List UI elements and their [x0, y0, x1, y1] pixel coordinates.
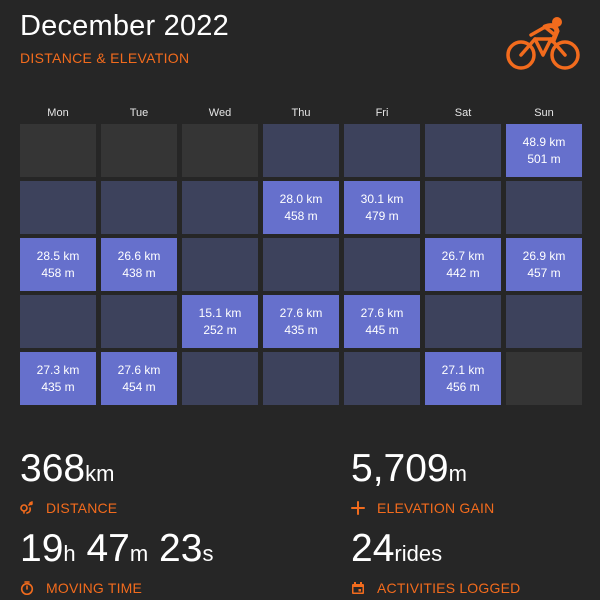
calendar-day-ride: 27.3 km 435 m — [20, 352, 96, 405]
activities-value: 24 — [351, 527, 395, 570]
calendar-grid: 48.9 km 501 m 28.0 km 458 m 30.1 km 479 m 28.5… — [20, 124, 582, 406]
page-title: December 2022 — [20, 10, 229, 42]
elevation-unit: m — [448, 461, 467, 486]
activities-label: ACTIVITIES LOGGED — [377, 580, 521, 596]
calendar-day — [344, 352, 420, 405]
moving-time-stat: 19h 47m 23s MOVING TIME — [20, 527, 214, 597]
calendar-day — [506, 295, 582, 348]
ride-distance: 27.6 km — [279, 305, 323, 320]
calendar-day-ride: 27.6 km 435 m — [263, 295, 339, 348]
activities-stat: 24rides ACTIVITIES LOGGED — [351, 527, 521, 597]
seconds-unit: s — [202, 541, 214, 566]
calendar-day-ride: 48.9 km 501 m — [506, 124, 582, 177]
ride-elevation: 456 m — [446, 379, 480, 394]
calendar-day-ride: 27.1 km 456 m — [425, 352, 501, 405]
calendar-day — [344, 124, 420, 177]
ride-elevation: 438 m — [122, 265, 156, 280]
calendar-day — [263, 124, 339, 177]
elevation-label: ELEVATION GAIN — [377, 500, 495, 516]
ride-elevation: 458 m — [41, 265, 75, 280]
calendar-day — [20, 181, 96, 234]
ride-distance: 26.6 km — [117, 248, 161, 263]
distance-label: DISTANCE — [46, 500, 118, 516]
cyclist-icon — [506, 17, 580, 70]
moving-time-seconds: 23 — [159, 527, 203, 570]
elevation-stat: 5,709m ELEVATION GAIN — [351, 449, 494, 516]
calendar-day — [425, 295, 501, 348]
calendar-day — [182, 238, 258, 291]
calendar-day-ride: 30.1 km 479 m — [344, 181, 420, 234]
calendar-day — [182, 352, 258, 405]
calendar-day-ride: 15.1 km 252 m — [182, 295, 258, 348]
distance-unit: km — [85, 461, 115, 486]
moving-time-hours: 19 — [20, 527, 64, 570]
calendar-day-ride: 28.0 km 458 m — [263, 181, 339, 234]
ride-elevation: 435 m — [41, 379, 75, 394]
ride-elevation: 445 m — [365, 322, 399, 337]
ride-distance: 30.1 km — [360, 191, 404, 206]
calendar-day — [344, 238, 420, 291]
calendar-icon — [352, 582, 364, 594]
stopwatch-icon — [20, 581, 34, 595]
ride-elevation: 252 m — [203, 322, 237, 337]
calendar-day — [182, 124, 258, 177]
weekday-label: Sat — [454, 107, 472, 119]
ride-elevation: 454 m — [122, 379, 156, 394]
distance-stat: 368km DISTANCE — [20, 447, 118, 517]
weekday-label: Thu — [291, 107, 311, 119]
ride-distance: 27.1 km — [441, 362, 485, 377]
ride-distance: 27.3 km — [36, 362, 80, 377]
weekday-label: Fri — [375, 107, 389, 119]
calendar-day — [20, 295, 96, 348]
ride-elevation: 435 m — [284, 322, 318, 337]
ride-distance: 26.9 km — [522, 248, 566, 263]
distance-value: 368 — [20, 447, 86, 490]
weekday-header-row: Mon Tue Wed Thu Fri Sat Sun — [20, 107, 580, 121]
calendar-day — [101, 295, 177, 348]
weekday-label: Wed — [208, 107, 232, 119]
calendar-day-ride: 26.7 km 442 m — [425, 238, 501, 291]
ride-distance: 27.6 km — [117, 362, 161, 377]
minutes-unit: m — [129, 541, 149, 566]
weekday-label: Tue — [129, 107, 149, 119]
calendar-day — [182, 181, 258, 234]
calendar-day — [425, 181, 501, 234]
ride-distance: 27.6 km — [360, 305, 404, 320]
plus-icon — [351, 501, 365, 515]
route-pin-icon — [20, 501, 33, 514]
activities-unit: rides — [394, 541, 443, 566]
calendar-day — [20, 124, 96, 177]
calendar-day — [425, 124, 501, 177]
calendar-day-ride: 27.6 km 445 m — [344, 295, 420, 348]
ride-distance: 28.0 km — [279, 191, 323, 206]
weekday-label: Sun — [534, 107, 554, 119]
calendar-day — [101, 124, 177, 177]
elevation-value: 5,709 — [351, 447, 449, 490]
hours-unit: h — [63, 541, 76, 566]
moving-time-minutes: 47 — [86, 527, 130, 570]
calendar-day — [263, 352, 339, 405]
weekday-label: Mon — [47, 107, 69, 119]
page-subtitle: DISTANCE & ELEVATION — [20, 50, 190, 66]
ride-distance: 28.5 km — [36, 248, 80, 263]
ride-elevation: 479 m — [365, 208, 399, 223]
calendar-day — [506, 352, 582, 405]
moving-time-label: MOVING TIME — [46, 580, 143, 596]
calendar-day — [101, 181, 177, 234]
ride-elevation: 458 m — [284, 208, 318, 223]
calendar-day — [506, 181, 582, 234]
calendar-day-ride: 26.9 km 457 m — [506, 238, 582, 291]
calendar-day-ride: 26.6 km 438 m — [101, 238, 177, 291]
ride-distance: 15.1 km — [198, 305, 242, 320]
calendar-day-ride: 27.6 km 454 m — [101, 352, 177, 405]
calendar-day — [263, 238, 339, 291]
calendar-day-ride: 28.5 km 458 m — [20, 238, 96, 291]
ride-elevation: 501 m — [527, 151, 561, 166]
ride-elevation: 457 m — [527, 265, 561, 280]
ride-elevation: 442 m — [446, 265, 480, 280]
ride-distance: 48.9 km — [522, 134, 566, 149]
ride-distance: 26.7 km — [441, 248, 485, 263]
